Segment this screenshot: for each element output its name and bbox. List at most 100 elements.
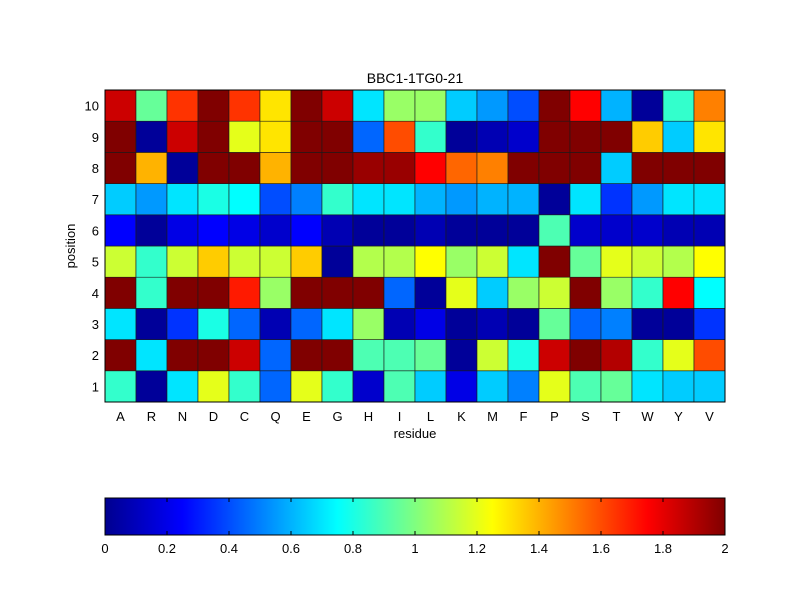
heatmap-cell-I-1 [383,370,416,403]
heatmap-cell-C-1 [228,370,261,403]
heatmap-cell-R-7 [135,183,168,216]
colorbar-tick-label: 1.8 [654,541,672,556]
x-tick-label: Q [270,409,280,424]
heatmap-cell-E-5 [290,245,323,278]
heatmap-cell-H-9 [352,120,385,153]
heatmap-cell-D-2 [197,339,230,372]
heatmap-cell-I-2 [383,339,416,372]
heatmap-cell-N-2 [166,339,199,372]
x-tick-label: M [487,409,498,424]
heatmap-cell-C-8 [228,152,261,184]
heatmap-cell-Y-6 [662,214,695,247]
heatmap-cell-Q-6 [259,214,292,247]
heatmap-cell-W-2 [631,339,664,372]
x-tick-label: W [641,409,654,424]
heatmap-cell-G-7 [321,183,354,216]
heatmap-cell-R-9 [135,120,168,153]
heatmap-cell-R-10 [135,89,168,122]
heatmap-cell-S-3 [569,308,602,340]
heatmap-cell-Y-2 [662,339,695,372]
heatmap-cell-C-5 [228,245,261,278]
heatmap-cell-T-4 [600,276,633,309]
heatmap-cell-K-8 [445,152,478,184]
heatmap-cell-M-7 [476,183,509,216]
heatmap-cell-V-5 [693,245,726,278]
heatmap-cell-P-7 [538,183,571,216]
heatmap-cell-T-3 [600,308,633,340]
heatmap-cell-M-3 [476,308,509,340]
x-tick-label: K [457,409,466,424]
heatmap-cell-S-8 [569,152,602,184]
heatmap-cell-Y-10 [662,89,695,122]
heatmap-cell-W-10 [631,89,664,122]
heatmap-cell-Y-3 [662,308,695,340]
heatmap-cell-W-3 [631,308,664,340]
heatmap-cell-P-8 [538,152,571,184]
heatmap-cell-Q-2 [259,339,292,372]
x-tick-label: T [613,409,621,424]
heatmap-cell-H-1 [352,370,385,403]
y-tick-label: 8 [92,161,99,176]
heatmap-cell-K-5 [445,245,478,278]
heatmap-cell-M-5 [476,245,509,278]
heatmap-cell-N-1 [166,370,199,403]
heatmap-cell-K-7 [445,183,478,216]
x-tick-label: E [302,409,311,424]
heatmap-cell-Q-5 [259,245,292,278]
heatmap-cell-D-7 [197,183,230,216]
heatmap-cell-M-1 [476,370,509,403]
y-tick-labels: 1 2 3 4 5 6 7 8 9 10 [85,99,99,395]
heatmap-cell-V-9 [693,120,726,153]
colorbar-tick-label: 1.6 [592,541,610,556]
heatmap-cell-G-10 [321,89,354,122]
y-tick-label: 2 [92,348,99,363]
heatmap-cell-Y-1 [662,370,695,403]
heatmap-cell-N-3 [166,308,199,340]
heatmap-cell-C-10 [228,89,261,122]
heatmap-cell-P-2 [538,339,571,372]
heatmap-cell-A-3 [104,308,137,340]
heatmap-cell-Q-9 [259,120,292,153]
heatmap-cell-E-4 [290,276,323,309]
heatmap-cell-W-5 [631,245,664,278]
heatmap-cell-S-7 [569,183,602,216]
heatmap-cell-P-5 [538,245,571,278]
heatmap-cell-Y-5 [662,245,695,278]
heatmap-cell-F-7 [507,183,540,216]
heatmap-cell-A-2 [104,339,137,372]
heatmap-cell-A-10 [104,89,137,122]
heatmap-cell-V-2 [693,339,726,372]
plot-frame [104,89,726,403]
y-tick-label: 10 [85,99,99,114]
heatmap-cell-V-7 [693,183,726,216]
heatmap-cell-M-4 [476,276,509,309]
heatmap-cell-S-4 [569,276,602,309]
heatmap-cell-R-1 [135,370,168,403]
heatmap-cell-G-9 [321,120,354,153]
heatmap-cell-W-6 [631,214,664,247]
heatmap-cell-E-8 [290,152,323,184]
heatmap-cell-Y-7 [662,183,695,216]
heatmap-cell-A-9 [104,120,137,153]
heatmap-cell-H-2 [352,339,385,372]
heatmap-cell-F-10 [507,89,540,122]
heatmap-cell-T-6 [600,214,633,247]
x-tick-label: H [364,409,373,424]
heatmap-cell-G-1 [321,370,354,403]
heatmap-cell-V-4 [693,276,726,309]
heatmap-cell-M-2 [476,339,509,372]
heatmap-cell-T-7 [600,183,633,216]
x-axis-label: residue [394,426,437,441]
heatmap-cell-I-5 [383,245,416,278]
heatmap-cell-Q-10 [259,89,292,122]
heatmap-cell-V-1 [693,370,726,403]
heatmap-cell-V-10 [693,89,726,122]
x-tick-label: A [116,409,125,424]
heatmap-cell-K-3 [445,308,478,340]
heatmap-cell-E-2 [290,339,323,372]
heatmap-cell-C-7 [228,183,261,216]
heatmap-cell-D-4 [197,276,230,309]
heatmap-cell-S-10 [569,89,602,122]
